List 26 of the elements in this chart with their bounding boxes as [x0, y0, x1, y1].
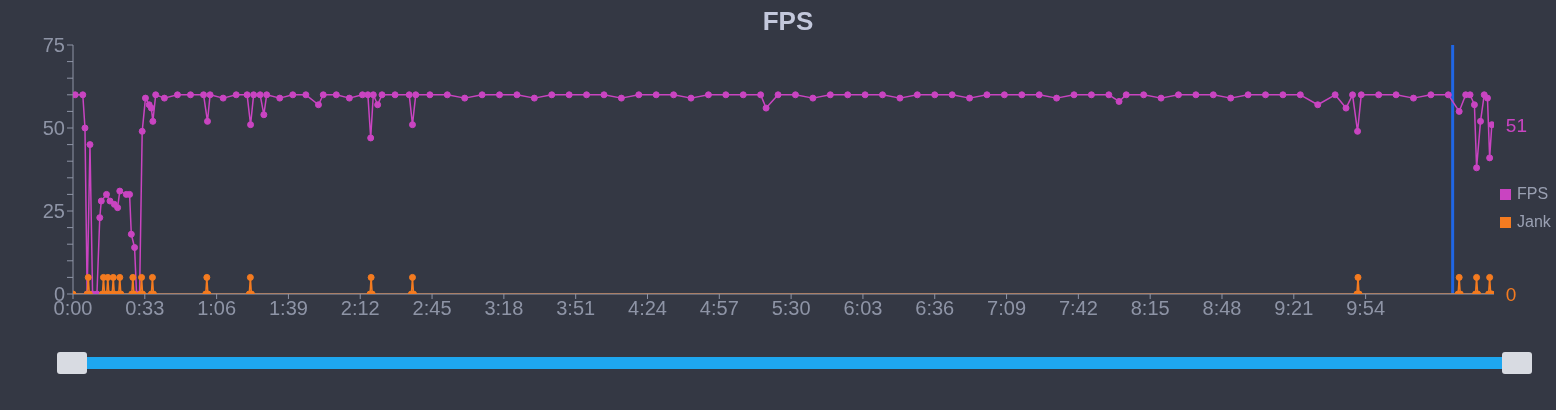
y-tick-label: 25 — [42, 200, 65, 223]
x-tick-label: 0:33 — [125, 297, 165, 320]
x-tick-label: 7:42 — [1058, 297, 1098, 320]
x-tick-label: 2:12 — [340, 297, 380, 320]
legend-label: FPS — [1517, 185, 1549, 203]
x-tick-label: 7:09 — [987, 297, 1027, 320]
x-tick-label: 9:21 — [1274, 297, 1314, 320]
x-tick-label: 6:36 — [915, 297, 955, 320]
x-tick-label: 5:30 — [771, 297, 811, 320]
y-tick-label: 50 — [42, 117, 65, 140]
x-tick-label: 1:39 — [268, 297, 308, 320]
x-tick-label: 6:03 — [843, 297, 883, 320]
x-tick-label: 3:51 — [556, 297, 596, 320]
data-label: 51 — [1505, 114, 1527, 136]
x-tick-label: 4:24 — [628, 297, 667, 320]
legend-label: Jank — [1517, 213, 1551, 231]
x-tick-label: 8:48 — [1202, 297, 1242, 320]
x-tick-label: 2:45 — [412, 297, 452, 320]
x-tick-label: 1:06 — [197, 297, 237, 320]
x-tick-label: 4:57 — [699, 297, 739, 320]
chart-title: FPS — [762, 6, 814, 36]
y-tick-label: 75 — [42, 34, 65, 57]
data-label: 0 — [1505, 284, 1517, 305]
x-tick-label: 3:18 — [484, 297, 524, 320]
x-tick-label: 8:15 — [1130, 297, 1170, 320]
x-tick-label: 9:54 — [1346, 297, 1386, 320]
